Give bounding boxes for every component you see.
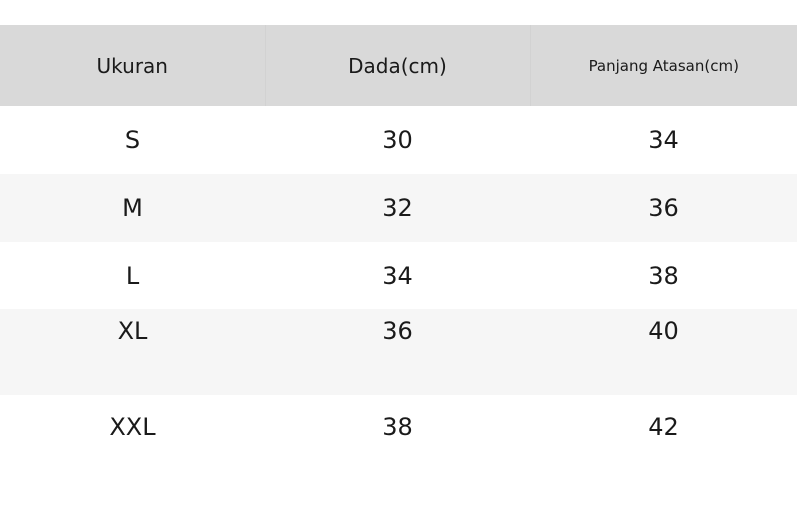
cell-chest: 38: [382, 412, 413, 441]
cell-chest: 34: [382, 261, 413, 290]
cell-chest: 32: [265, 174, 530, 242]
header-top-length: Panjang Atasan(cm): [530, 25, 797, 106]
header-row: Ukuran Dada(cm) Panjang Atasan(cm): [0, 25, 797, 106]
table-row: L 34 38: [0, 242, 797, 309]
cell-size: XXL: [109, 412, 156, 441]
size-chart-table: Ukuran Dada(cm) Panjang Atasan(cm) S 30 …: [0, 25, 797, 458]
table-body: S 30 34 M 32 36 L 34 38 XL 36 40 XXL 38 …: [0, 106, 797, 458]
cell-size: S: [124, 126, 141, 154]
cell-size: L: [125, 261, 140, 290]
table-row: XXL 38 42: [0, 395, 797, 458]
cell-top-length: 40: [530, 309, 797, 395]
table-header: Ukuran Dada(cm) Panjang Atasan(cm): [0, 25, 797, 106]
cell-size: XL: [0, 309, 265, 395]
cell-size: M: [0, 174, 265, 242]
table-row: XL 36 40: [0, 309, 797, 395]
cell-chest: 30: [382, 126, 413, 154]
cell-top-length: 42: [648, 412, 679, 441]
cell-top-length: 34: [648, 126, 679, 154]
table-row: S 30 34: [0, 106, 797, 174]
cell-top-length: 38: [648, 261, 679, 290]
table-row: M 32 36: [0, 174, 797, 242]
cell-chest: 36: [265, 309, 530, 395]
header-size: Ukuran: [0, 25, 266, 106]
header-chest: Dada(cm): [265, 25, 531, 106]
cell-top-length: 36: [530, 174, 797, 242]
